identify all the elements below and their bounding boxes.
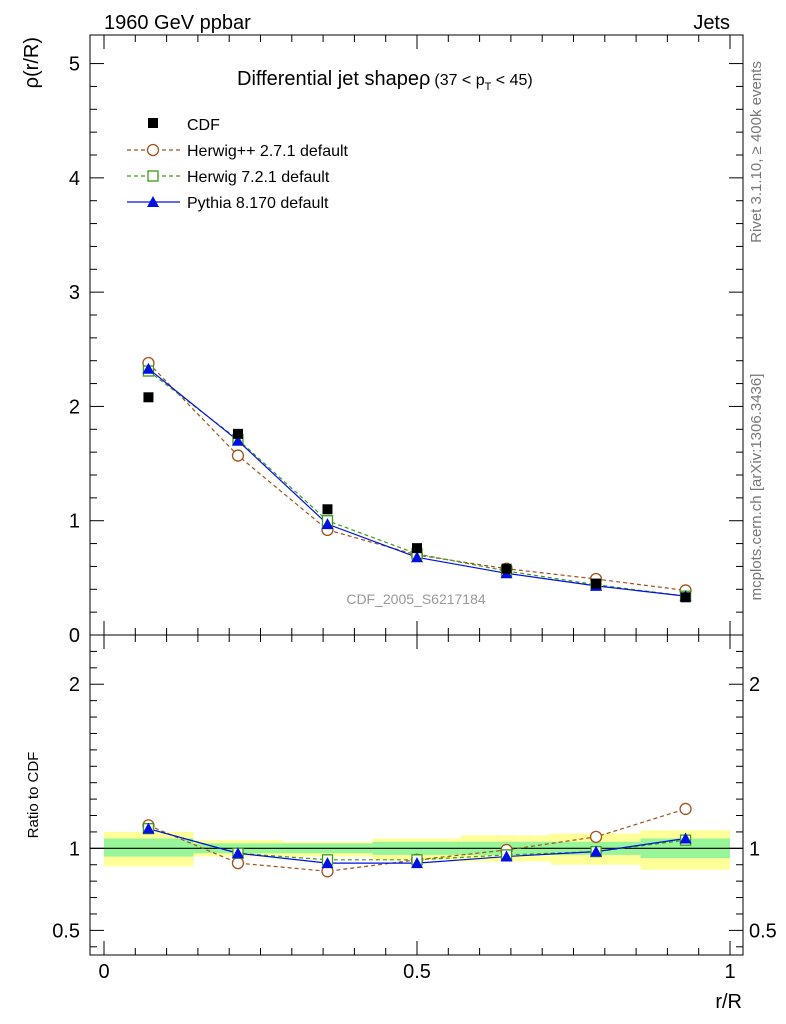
point-pythia-2 (321, 518, 334, 530)
point-pythia-4 (500, 850, 513, 862)
title-main: Differential jet shape (237, 68, 419, 90)
legend-entry-herwig7: Herwig 7.2.1 default (127, 169, 330, 186)
legend-marker-herwigpp (146, 143, 160, 157)
main-panel: 0 1 2 3 4 5 ρ(r/R) Differential jet shapeρ (37… (21, 34, 744, 647)
point-herwigpp-6 (679, 802, 692, 816)
legend-entry-pythia: Pythia 8.170 default (127, 195, 329, 212)
ratio-ytick-label-right: 0.5 (749, 920, 777, 942)
point-herwigpp-5 (589, 830, 603, 843)
point-cdf-5 (591, 578, 602, 589)
title-cut: (37 < p (434, 72, 484, 89)
point-pythia-3 (411, 551, 423, 563)
point-pythia-1 (231, 847, 244, 859)
ratio-ytick-label-left: 1 (69, 838, 80, 860)
header-category: Jets (693, 12, 730, 34)
main-ylabel: ρ(r/R) (21, 37, 43, 88)
ratio-ytick-label-right: 1 (749, 838, 760, 860)
main-ytick-label: 4 (69, 168, 80, 190)
title-sub: T (485, 81, 492, 93)
ratio-ylabel: Ratio to CDF (25, 752, 42, 839)
point-cdf-0 (143, 392, 154, 403)
main-ytick-label: 5 (69, 54, 80, 76)
legend-marker-cdf (148, 118, 158, 128)
legend: CDF Herwig++ 2.7.1 default Herwig 7.2.1 … (127, 117, 349, 212)
ratio-ytick-label-left: 0.5 (52, 920, 80, 942)
point-cdf-1 (232, 428, 243, 439)
xlabel: r/R (715, 991, 742, 1013)
point-cdf-6 (680, 592, 691, 603)
ratio-panel: 0.5 0.5 1 1 2 2 0 0.5 1 Ratio to CDF r/R (25, 634, 777, 1013)
analysis-watermark: CDF_2005_S6217184 (346, 591, 486, 607)
main-ytick-label: 1 (69, 511, 80, 533)
legend-entry-herwigpp: Herwig++ 2.7.1 default (127, 143, 349, 160)
title-cut-end: < 45) (491, 72, 532, 89)
point-pythia-6 (679, 832, 692, 844)
mcplots-label: mcplots.cern.ch [arXiv:1306.3436] (748, 374, 765, 601)
ratio-frame (89, 634, 744, 956)
ratio-ytick-label-right: 2 (749, 674, 760, 696)
point-herwigpp-1 (231, 449, 245, 462)
point-pythia-5 (590, 845, 603, 857)
series-line-herwig7 (148, 370, 686, 597)
title-rho: ρ (419, 68, 430, 90)
rivet-label: Rivet 3.1.10, ≥ 400k events (748, 61, 765, 243)
point-pythia-2 (321, 857, 334, 869)
legend-label-herwig7: Herwig 7.2.1 default (187, 169, 330, 186)
main-title: Differential jet shapeρ (37 < pT < 45) (237, 68, 533, 93)
point-cdf-3 (412, 543, 422, 554)
point-pythia-1 (231, 434, 244, 446)
point-pythia-0 (142, 822, 155, 834)
legend-entry-cdf: CDF (148, 117, 220, 134)
main-ytick-label: 3 (69, 282, 80, 304)
point-pythia-3 (411, 857, 423, 869)
xtick-label: 0.5 (403, 961, 431, 983)
uncertainty-band-inner (104, 838, 194, 857)
point-pythia-0 (142, 362, 155, 374)
legend-label-cdf: CDF (187, 117, 220, 134)
main-ytick-label: 0 (69, 625, 80, 647)
point-herwigpp-1 (231, 856, 245, 870)
ratio-ytick-label-left: 2 (69, 674, 80, 696)
legend-label-herwigpp: Herwig++ 2.7.1 default (187, 143, 349, 160)
legend-marker-pythia (147, 196, 159, 207)
main-ytick-label: 2 (69, 396, 80, 418)
xtick-label: 0 (98, 961, 109, 983)
legend-marker-herwig7 (147, 170, 159, 182)
legend-label-pythia: Pythia 8.170 default (187, 195, 329, 212)
point-cdf-4 (501, 563, 512, 574)
xtick-label: 1 (724, 961, 735, 983)
header-energy: 1960 GeV ppbar (104, 12, 251, 34)
point-cdf-2 (322, 504, 333, 515)
